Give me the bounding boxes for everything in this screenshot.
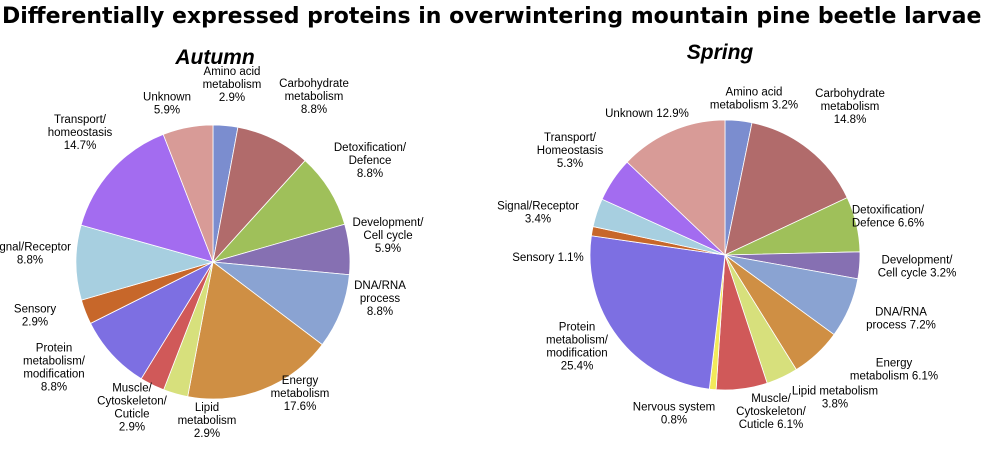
slice-label: Amino acid metabolism 2.9% [203,66,262,104]
pie-title-0: Autumn [174,46,254,69]
slice-label: Unknown 5.9% [143,92,191,117]
slice-label: Development/Cell cycle 3.2% [878,255,957,280]
pie-slice [162,124,214,263]
slice-label: Lipid metabolism 3.8% [792,386,878,411]
slice-label: Energy metabolism 6.1% [850,358,938,383]
pie-title-1: Spring [687,41,754,64]
slice-label: Detoxification/Defence 6.6% [852,205,925,230]
slice-label: DNA/RNA process 8.8% [354,280,406,318]
slice-label: Nervous system 0.8% [633,402,715,427]
slice-label: Carbohydrate metabolism 14.8% [815,88,885,126]
figure-title: Differentially expressed proteins in ove… [2,4,982,29]
slice-label: Sensory 2.9% [14,304,56,329]
pie-slice [626,119,726,256]
slice-label: Energy metabolism 17.6% [271,375,330,413]
slice-label: DNA/RNA process 7.2% [866,307,936,332]
slice-label: Detoxification/Defence 8.8% [334,142,407,180]
slice-label: Muscle/Cytoskeleton/Cuticle 2.9% [97,383,167,434]
slice-label: Transport/homeostasis 14.7% [48,114,113,152]
slice-label: Protein metabolism/modification 25.4% [546,322,609,373]
pie-slice [187,261,323,400]
slice-label: Unknown 12.9% [605,108,689,120]
slice-label: Muscle/Cytoskeleton/Cuticle 6.1% [736,393,806,431]
pie-slice [724,122,848,256]
slice-label: Carbohydrate metabolism 8.8% [279,78,349,116]
slice-label: Development/Cell cycle 5.9% [353,217,425,255]
slice-label: Amino acid metabolism 3.2% [710,87,798,112]
pie-slice [589,235,726,390]
slice-label: Lipid metabolism 2.9% [178,402,237,440]
pie-slice [80,133,214,263]
slice-label: Transport/Homeostasis 5.3% [537,132,604,170]
slice-label: Protein metabolism/modification 8.8% [23,343,86,394]
slice-label: Signal/Receptor 3.4% [497,201,579,226]
slice-label: Sensory 1.1% [512,252,584,264]
